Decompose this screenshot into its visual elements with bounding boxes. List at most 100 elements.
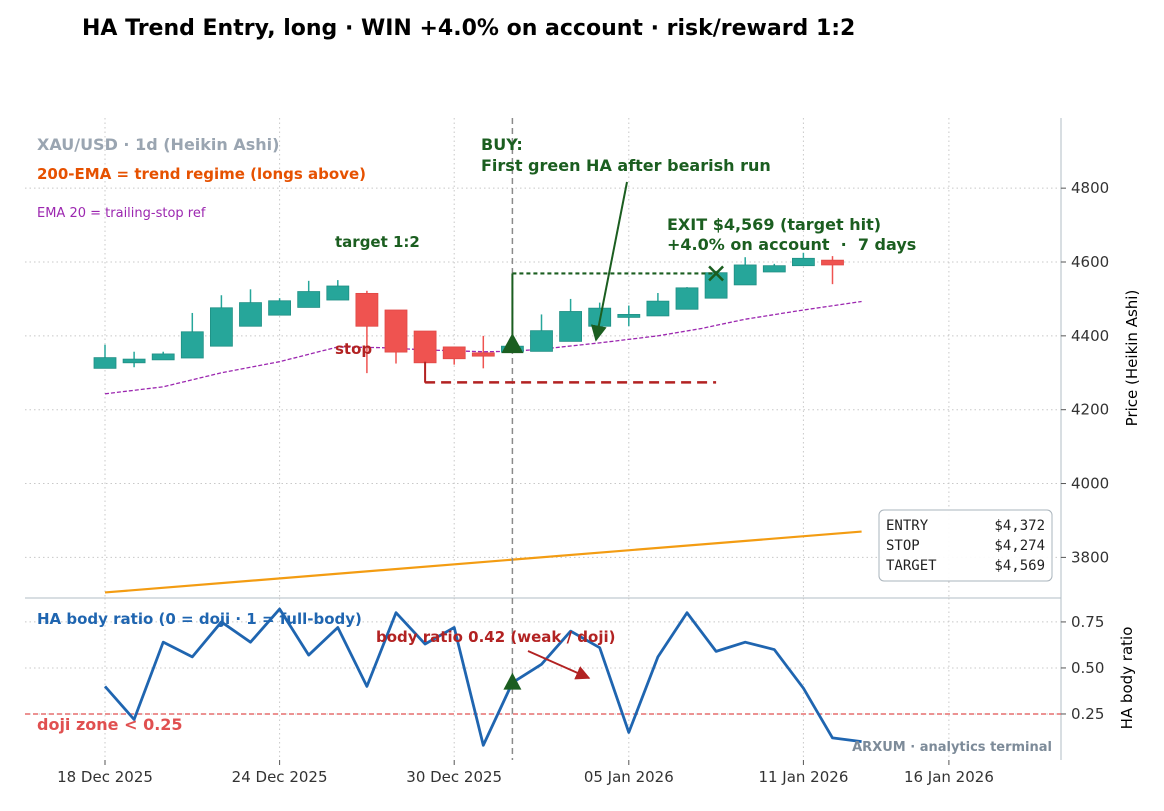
entry-row-value: $4,372 bbox=[994, 518, 1045, 534]
candle-body bbox=[617, 314, 641, 318]
candle bbox=[762, 263, 786, 273]
candle-body bbox=[413, 330, 437, 364]
candle-body bbox=[268, 300, 292, 316]
candle-body bbox=[384, 309, 408, 353]
target-label: target 1:2 bbox=[335, 233, 420, 251]
watermark: ARXUM · analytics terminal bbox=[852, 740, 1052, 755]
candle bbox=[617, 305, 641, 327]
candle bbox=[530, 314, 553, 352]
stop-label: stop bbox=[335, 340, 372, 358]
ratio-line bbox=[103, 607, 862, 747]
entry-row-label: ENTRY bbox=[886, 518, 929, 534]
candle-body bbox=[762, 265, 786, 273]
candle bbox=[209, 295, 233, 347]
price-y-tick-label: 4200 bbox=[1071, 401, 1109, 419]
entry-marker bbox=[501, 333, 524, 354]
candle-body bbox=[442, 346, 466, 360]
candle-body bbox=[704, 272, 728, 299]
candle bbox=[733, 257, 757, 286]
ratio-y-tick-label: 0.25 bbox=[1071, 705, 1104, 723]
levels-box: ENTRY $4,372 STOP $4,274 TARGET $4,569 bbox=[878, 509, 1053, 582]
candle bbox=[239, 289, 262, 327]
price-y-tick-label: 4800 bbox=[1071, 179, 1109, 197]
trade-levels bbox=[424, 118, 724, 760]
x-tick-label: 24 Dec 2025 bbox=[232, 768, 328, 786]
candle bbox=[442, 346, 466, 365]
candle bbox=[792, 252, 815, 267]
candle bbox=[297, 280, 321, 308]
exit-line-1: EXIT $4,569 (target hit) bbox=[667, 215, 881, 234]
ratio-annotation-arrow bbox=[527, 650, 591, 680]
candle bbox=[355, 290, 379, 374]
ratio-y-tick-label: 0.50 bbox=[1071, 659, 1104, 677]
target-row-value: $4,569 bbox=[994, 558, 1045, 574]
x-tick-label: 05 Jan 2026 bbox=[584, 768, 674, 786]
price-y-tick-label: 4400 bbox=[1071, 327, 1109, 345]
price-panel: 3800 4000 4200 4400 4600 4800 Price (Heikin A… bbox=[25, 118, 1141, 760]
ratio-series bbox=[25, 607, 1061, 747]
candle bbox=[180, 312, 204, 359]
buy-text: First green HA after bearish run bbox=[481, 156, 771, 175]
ratio-label: HA body ratio (0 = doji · 1 = full-body) bbox=[37, 610, 362, 628]
ema20-series bbox=[104, 300, 862, 395]
candle-body bbox=[122, 358, 146, 364]
ratio-entry-marker bbox=[503, 672, 522, 690]
buy-title: BUY: bbox=[481, 135, 523, 154]
buy-arrow bbox=[590, 181, 628, 342]
x-tick-label: 30 Dec 2025 bbox=[406, 768, 502, 786]
candle-body bbox=[821, 259, 844, 266]
doji-label: doji zone < 0.25 bbox=[37, 715, 183, 734]
candle-body bbox=[297, 291, 321, 308]
ratio-axis-label: HA body ratio bbox=[1118, 627, 1136, 730]
candle-body bbox=[355, 292, 379, 327]
ratio-axis: 0.25 0.50 0.75 bbox=[1061, 613, 1104, 723]
candle-body bbox=[180, 331, 204, 359]
price-y-tick-label: 3800 bbox=[1071, 548, 1109, 566]
symbol-label: XAU/USD · 1d (Heikin Ashi) bbox=[37, 135, 279, 154]
candle bbox=[384, 309, 408, 364]
ratio-annotation: body ratio 0.42 (weak / doji) bbox=[376, 628, 615, 646]
candle bbox=[268, 298, 292, 316]
ratio-panel: 0.25 0.50 0.75 HA body ratio HA body ratio… bbox=[25, 598, 1136, 760]
x-tick-label: 16 Jan 2026 bbox=[904, 768, 994, 786]
ema20-label: EMA 20 = trailing-stop ref bbox=[37, 206, 206, 221]
candle-body bbox=[471, 352, 495, 357]
candle-body bbox=[792, 257, 815, 267]
price-axis-label: Price (Heikin Ashi) bbox=[1123, 290, 1141, 427]
candle bbox=[93, 344, 117, 369]
candle-body bbox=[209, 307, 233, 347]
candle-body bbox=[326, 285, 350, 301]
chart-title: HA Trend Entry, long · WIN +4.0% on acco… bbox=[82, 16, 856, 41]
ratio-y-tick-label: 0.75 bbox=[1071, 613, 1104, 631]
x-tick-label: 11 Jan 2026 bbox=[758, 768, 848, 786]
candle-body bbox=[646, 300, 670, 317]
candle-body bbox=[151, 353, 175, 361]
x-tick-label: 18 Dec 2025 bbox=[57, 768, 153, 786]
candle-body bbox=[239, 302, 262, 327]
target-row-label: TARGET bbox=[886, 558, 937, 574]
candle-body bbox=[93, 357, 117, 369]
candle-body bbox=[559, 311, 582, 342]
candle bbox=[646, 293, 670, 317]
candle-body bbox=[530, 330, 553, 352]
exit-line-2: +4.0% on account · 7 days bbox=[667, 235, 916, 254]
candle-body bbox=[675, 287, 699, 310]
candle bbox=[675, 287, 699, 310]
candle bbox=[559, 298, 582, 342]
candle bbox=[151, 351, 175, 361]
ema200-line bbox=[104, 530, 862, 594]
exit-marker bbox=[708, 265, 724, 282]
regime-label: 200-EMA = trend regime (longs above) bbox=[37, 165, 366, 183]
price-y-tick-label: 4600 bbox=[1071, 253, 1109, 271]
candles bbox=[93, 252, 844, 384]
stop-row-label: STOP bbox=[886, 538, 920, 554]
ema20-line bbox=[104, 300, 862, 395]
candle bbox=[821, 256, 844, 285]
price-axis: 3800 4000 4200 4400 4600 4800 bbox=[1061, 179, 1109, 566]
ema200-series bbox=[104, 530, 862, 594]
candle bbox=[326, 280, 350, 301]
candle bbox=[471, 335, 495, 369]
candle bbox=[122, 351, 146, 368]
price-y-tick-label: 4000 bbox=[1071, 475, 1109, 493]
